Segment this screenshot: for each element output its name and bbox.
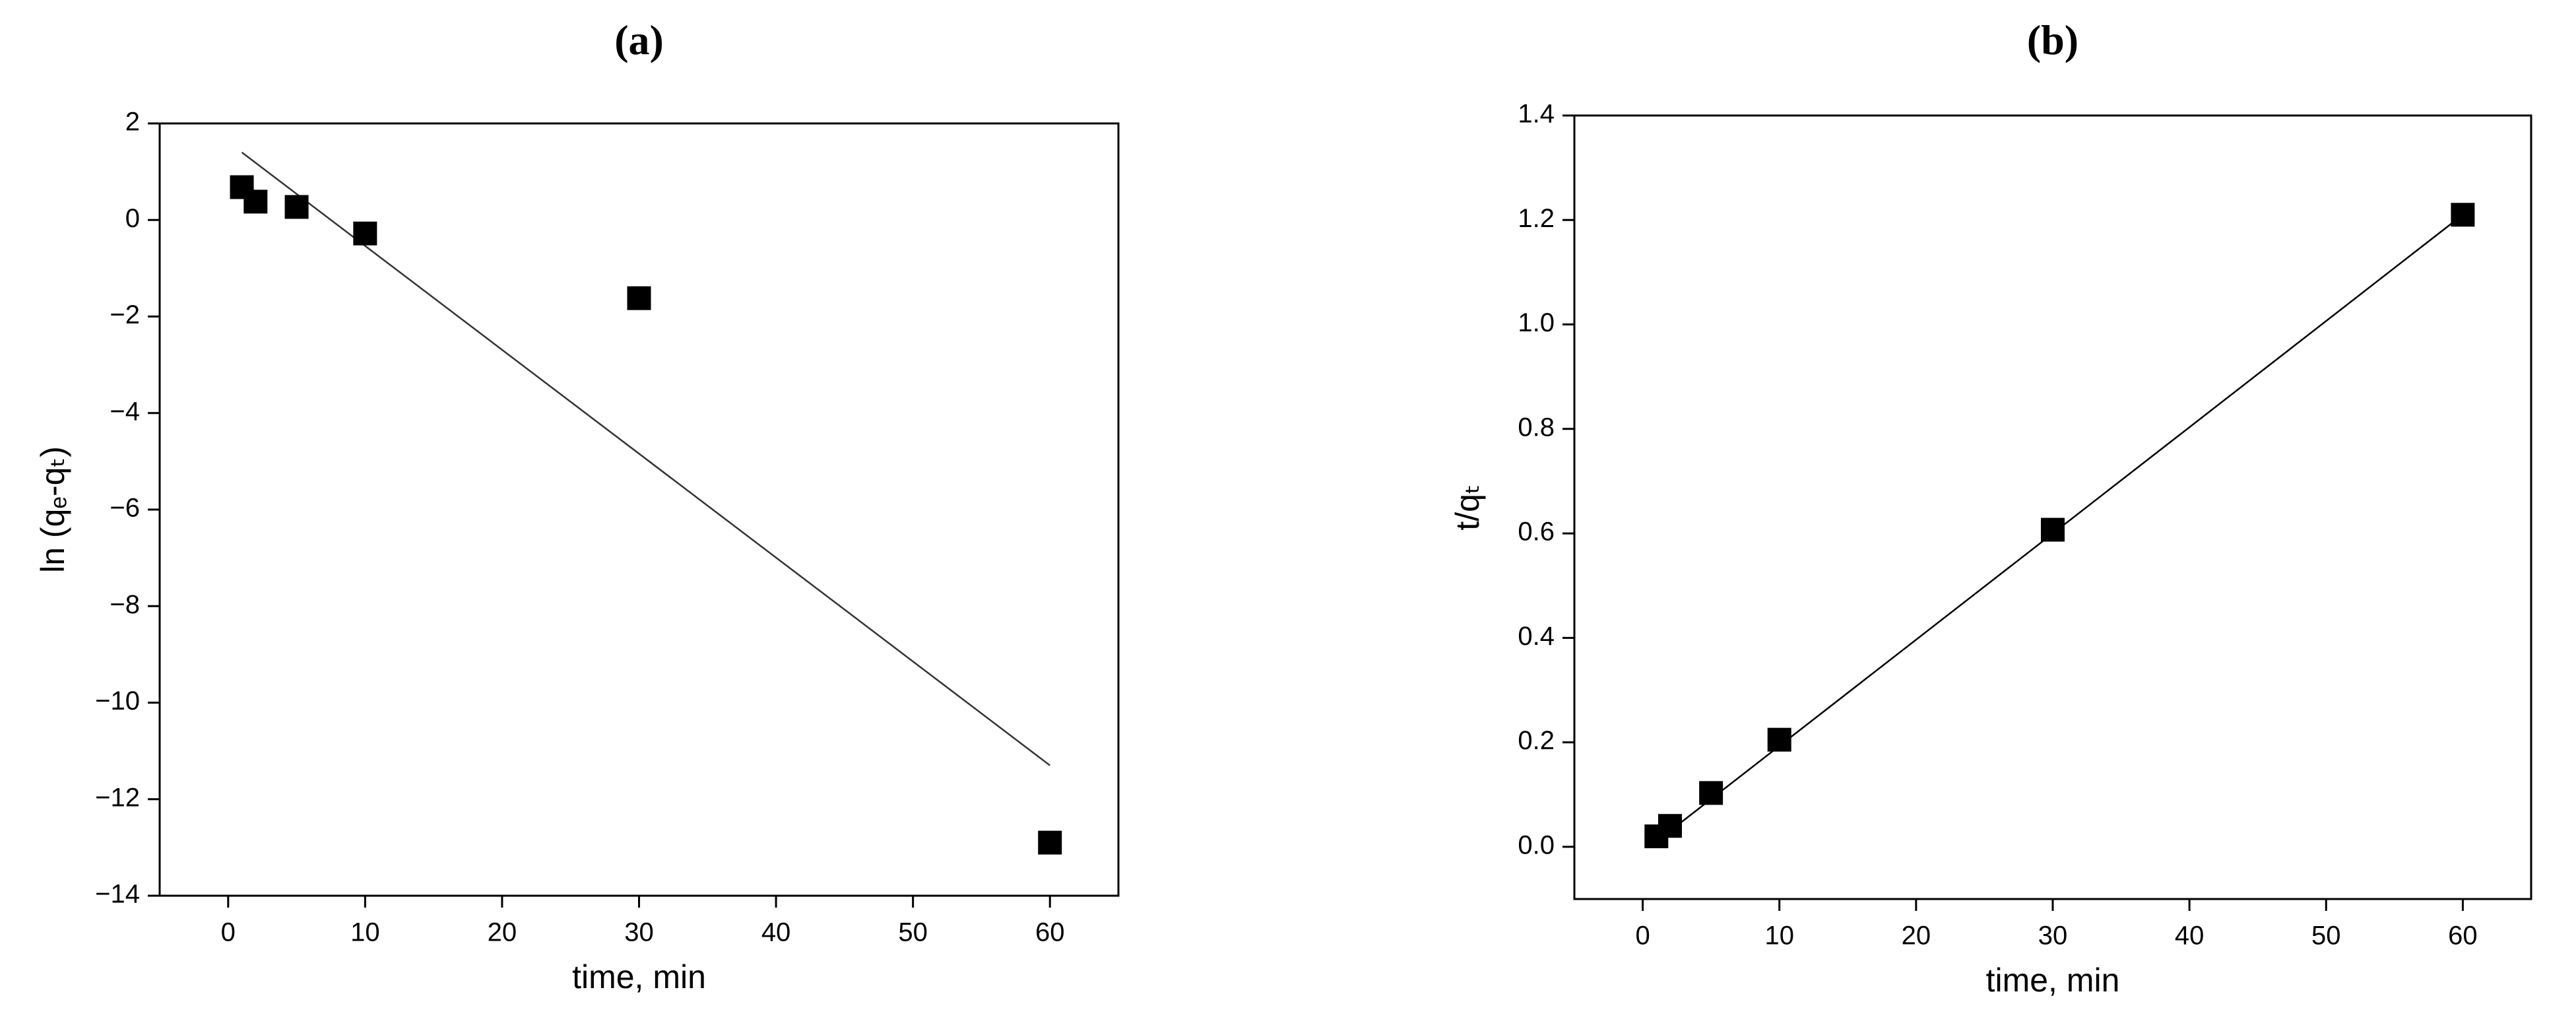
y-tick-label: −8	[110, 590, 140, 619]
y-tick-label: 0.2	[1518, 726, 1555, 755]
y-tick-label: −10	[95, 686, 140, 716]
x-tick-label: 0	[1635, 921, 1650, 951]
x-axis-label: time, min	[572, 958, 706, 995]
data-point	[353, 221, 377, 246]
y-tick-label: −2	[110, 300, 140, 329]
x-tick-label: 40	[761, 918, 791, 947]
data-point	[2451, 203, 2475, 227]
y-tick-label: 0.6	[1518, 518, 1555, 547]
y-tick-label: 0.0	[1518, 830, 1555, 859]
x-tick-label: 30	[624, 918, 654, 947]
x-tick-label: 10	[350, 918, 380, 947]
chart-title: (a)	[614, 17, 664, 63]
y-axis-label: ln (qₑ-qₜ)	[34, 446, 71, 573]
data-point	[284, 195, 309, 219]
fit-line	[241, 151, 1050, 766]
y-tick-label: −6	[110, 494, 140, 523]
x-tick-label: 50	[2311, 921, 2341, 951]
data-point	[243, 189, 268, 214]
x-tick-label: 50	[898, 918, 928, 947]
data-point	[1038, 830, 1062, 855]
x-tick-label: 60	[1035, 918, 1065, 947]
y-tick-label: −14	[95, 880, 140, 909]
x-tick-label: 60	[2448, 921, 2478, 951]
x-tick-label: 40	[2175, 921, 2205, 951]
x-tick-label: 30	[2038, 921, 2068, 951]
x-tick-label: 20	[1902, 921, 1931, 951]
y-tick-label: −12	[95, 783, 140, 812]
y-tick-label: 0.4	[1518, 622, 1555, 651]
data-point	[627, 286, 651, 310]
data-point	[2041, 518, 2065, 542]
data-point	[1658, 814, 1682, 838]
data-point	[1767, 727, 1791, 752]
data-point	[1699, 781, 1723, 805]
x-axis-label: time, min	[1986, 962, 2120, 999]
subplot: (a) 0 10 20 30 40 50 60 −14 −12 −10 −8 −6 −4 −2 0 2 time,…	[34, 17, 1120, 995]
y-tick-label: −4	[110, 397, 140, 426]
x-tick-label: 0	[221, 918, 236, 947]
y-tick-label: 1.0	[1518, 308, 1555, 337]
y-tick-label: 2	[125, 108, 140, 137]
y-tick-label: 1.4	[1518, 100, 1555, 129]
plot-frame	[158, 122, 1120, 897]
x-tick-label: 20	[488, 918, 517, 947]
y-tick-label: 1.2	[1518, 204, 1555, 233]
x-tick-label: 10	[1764, 921, 1794, 951]
y-axis-label: t/qₜ	[1449, 484, 1486, 530]
y-tick-label: 0.8	[1518, 413, 1555, 442]
chart-title: (b)	[2027, 17, 2078, 63]
y-tick-label: 0	[125, 204, 140, 233]
subplot: (b) 0 10 20 30 40 50 60 0.0 0.2 0.4 0.6 0.8 1.0 1.2 1.4…	[1449, 17, 2532, 999]
